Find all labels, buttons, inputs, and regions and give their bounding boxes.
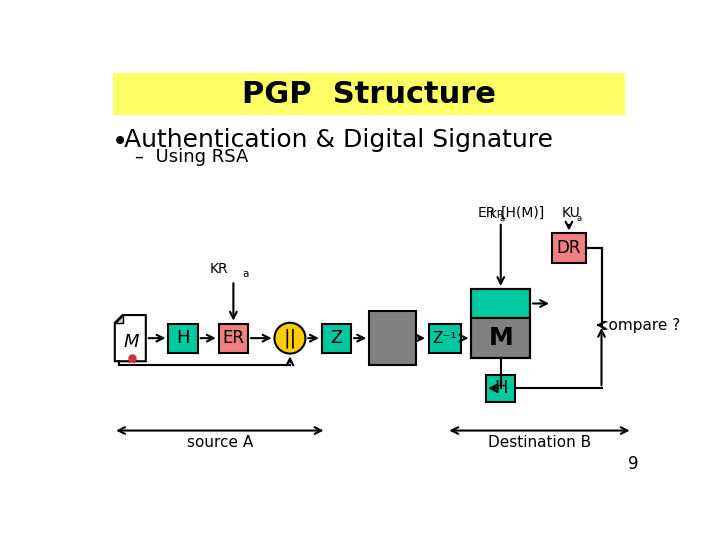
Text: [H(M)]: [H(M)] [500, 206, 545, 220]
Text: a: a [499, 214, 504, 222]
Bar [369, 311, 415, 365]
Bar [552, 233, 586, 262]
Text: M: M [123, 333, 139, 351]
Text: Destination B: Destination B [488, 435, 591, 450]
Text: ||: || [284, 328, 297, 348]
Text: –  Using RSA: – Using RSA [135, 148, 248, 166]
Text: H: H [176, 329, 190, 347]
Text: DR: DR [557, 239, 581, 257]
Bar [486, 375, 516, 402]
Circle shape [274, 323, 305, 354]
Polygon shape [114, 315, 145, 361]
Text: M: M [488, 326, 513, 350]
Text: Z: Z [330, 329, 343, 347]
Bar [472, 289, 530, 358]
Text: KR: KR [490, 211, 504, 220]
Bar [472, 289, 530, 318]
Bar [472, 318, 530, 358]
Polygon shape [114, 315, 122, 323]
Bar [322, 323, 351, 353]
Text: compare ?: compare ? [600, 318, 680, 333]
Bar [168, 323, 198, 353]
Text: PGP  Structure: PGP Structure [242, 80, 496, 109]
Text: a: a [243, 269, 249, 279]
Bar [113, 72, 625, 115]
Bar [219, 323, 248, 353]
Text: Authentication & Digital Signature: Authentication & Digital Signature [124, 128, 553, 152]
Text: ER: ER [222, 329, 244, 347]
Text: a: a [577, 214, 582, 222]
Text: H: H [494, 379, 508, 397]
Bar [428, 323, 462, 353]
Text: •: • [112, 128, 128, 156]
Text: KU: KU [561, 206, 580, 220]
Text: source A: source A [186, 435, 253, 450]
Text: Z⁻¹: Z⁻¹ [433, 330, 457, 346]
Text: KR: KR [210, 262, 229, 276]
Text: 9: 9 [628, 455, 639, 473]
Text: ER: ER [477, 206, 496, 220]
